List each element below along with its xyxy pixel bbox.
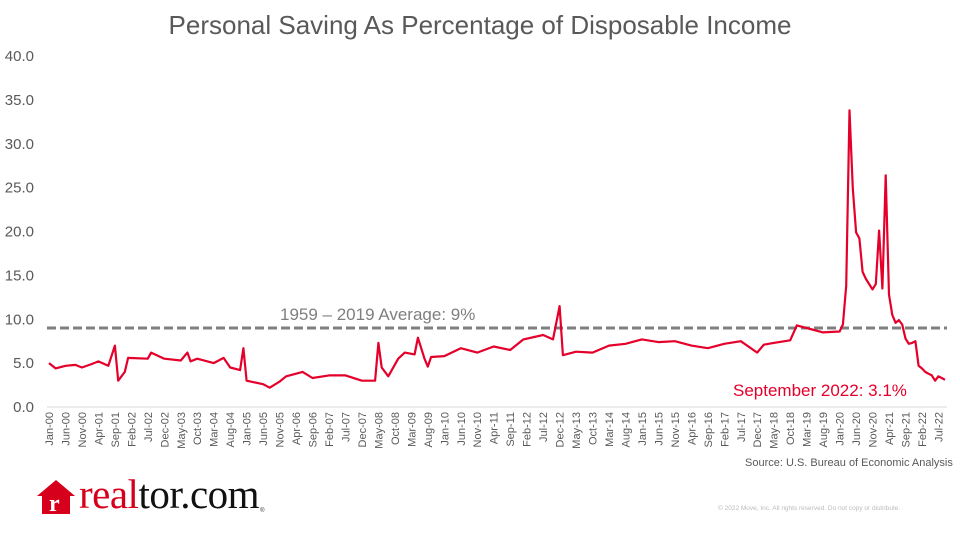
x-tick-label: Oct-13 [588,412,600,445]
x-tick-label: Mar-19 [802,412,814,447]
x-tick-label: Sep-11 [505,412,517,447]
copyright-note: © 2022 Move, Inc. All rights reserved. D… [718,505,901,512]
x-tick-label: Mar-04 [209,412,221,447]
x-tick-label: Jun-20 [851,412,863,446]
logo-registered-mark: ® [260,508,265,514]
x-tick-label: Mar-14 [604,412,616,447]
x-tick-label: May-18 [769,412,781,449]
x-tick-label: May-08 [373,412,385,449]
y-tick-label: 35.0 [5,92,34,109]
x-tick-label: Dec-17 [752,412,764,447]
logo-text-tor-com: tor.com [138,471,260,517]
x-tick-label: Jul-17 [736,412,748,442]
x-tick-label: Sep-16 [703,412,715,447]
x-tick-label: Oct-08 [390,412,402,445]
x-tick-label: Jun-10 [456,412,468,446]
y-tick-label: 0.0 [13,399,34,416]
x-tick-label: Apr-06 [291,412,303,445]
x-tick-label: Oct-03 [192,412,204,445]
x-tick-label: Nov-15 [670,412,682,447]
x-tick-label: Nov-10 [472,412,484,447]
latest-value-annotation: September 2022: 3.1% [733,381,907,400]
y-axis: 0.0 5.0 10.0 15.0 20.0 25.0 30.0 35.0 40.0 [5,48,34,416]
x-tick-label: Apr-21 [884,412,896,445]
x-tick-label: Jul-22 [933,412,945,442]
x-tick-label: Dec-02 [159,412,171,447]
x-tick-label: Jun-05 [258,412,270,446]
x-tick-label: Jul-07 [340,412,352,442]
x-tick-label: Jan-15 [637,412,649,446]
realtor-logo: r real tor.com ® [37,471,265,517]
svg-text:r: r [49,491,60,514]
y-tick-label: 25.0 [5,180,34,197]
x-tick-label: Feb-22 [917,412,929,447]
series-line-saving-rate [48,109,946,389]
y-tick-label: 15.0 [5,267,34,284]
x-tick-label: Aug-19 [818,412,830,447]
average-label: 1959 – 2019 Average: 9% [280,305,475,324]
x-tick-label: Jan-10 [439,412,451,446]
x-tick-label: Nov-20 [868,412,880,447]
x-tick-label: Jul-12 [538,412,550,442]
x-tick-label: Jan-20 [835,412,847,446]
x-tick-label: Jul-02 [143,412,155,442]
y-tick-label: 5.0 [13,355,34,372]
x-tick-label: Aug-14 [620,412,632,447]
x-tick-label: Feb-12 [522,412,534,447]
x-tick-label: Dec-07 [357,412,369,447]
x-tick-label: Apr-16 [686,412,698,445]
y-tick-label: 20.0 [5,224,34,241]
x-tick-label: Jan-05 [242,412,254,446]
x-tick-label: Mar-09 [406,412,418,447]
x-tick-label: May-03 [176,412,188,449]
x-tick-label: Oct-18 [785,412,797,445]
chart-title: Personal Saving As Percentage of Disposa… [168,10,792,40]
x-axis: Jan-00 Jun-00 Nov-00 Apr-01 Sep-01 Feb-02 Jul-… [44,412,945,449]
x-tick-label: Feb-17 [719,412,731,447]
x-tick-label: Sep-06 [308,412,320,447]
x-tick-label: Apr-11 [489,412,501,444]
x-tick-label: Nov-00 [77,412,89,447]
y-tick-label: 30.0 [5,136,34,153]
x-tick-label: Apr-01 [93,412,105,445]
x-tick-label: Nov-05 [275,412,287,447]
x-tick-label: Sep-01 [110,412,122,447]
x-tick-label: Sep-21 [900,412,912,447]
x-tick-label: Jun-00 [60,412,72,446]
y-tick-label: 40.0 [5,48,34,65]
house-icon: r [37,480,75,514]
x-tick-label: Feb-02 [126,412,138,447]
x-tick-label: Dec-12 [555,412,567,447]
source-note: Source: U.S. Bureau of Economic Analysis [745,457,953,469]
y-tick-label: 10.0 [5,311,34,328]
x-tick-label: Aug-09 [423,412,435,447]
x-tick-label: Aug-04 [225,412,237,447]
x-tick-label: Jun-15 [653,412,665,446]
logo-text-real: real [79,471,139,517]
x-tick-label: Feb-07 [324,412,336,447]
x-tick-label: May-13 [571,412,583,449]
x-tick-label: Jan-00 [44,412,56,446]
